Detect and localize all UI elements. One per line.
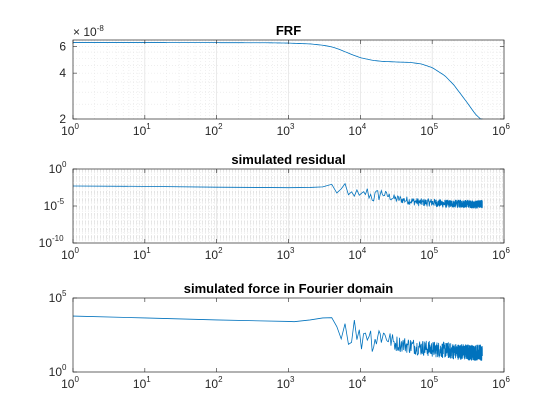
- x-tick-label: 106: [492, 122, 510, 138]
- x-tick-label: 101: [133, 122, 151, 138]
- y-tick-exponent: -10: [52, 234, 64, 243]
- chart-title: simulated residual: [231, 152, 345, 167]
- plot-area: [73, 298, 504, 372]
- grid: [73, 40, 504, 119]
- chart-title: FRF: [276, 23, 301, 38]
- y-tick-exponent: 0: [62, 160, 67, 169]
- y-tick-label: 10: [44, 199, 58, 213]
- x-tick-label: 106: [492, 246, 510, 262]
- x-tick-label: 101: [133, 375, 151, 391]
- y-tick-label: 10: [39, 236, 53, 250]
- x-tick-label: 104: [348, 375, 366, 391]
- y-tick-label: 10: [49, 162, 63, 176]
- y-tick-label: 10: [49, 365, 63, 379]
- x-tick-label: 104: [348, 122, 366, 138]
- x-tick-label: 105: [420, 375, 438, 391]
- x-tick-label: 103: [277, 375, 295, 391]
- chart-1: FRF × 10-8 100 101 102 103 104 105 106 2 4 6: [59, 23, 510, 138]
- x-tick-label: 100: [61, 246, 79, 262]
- y-tick-exponent: 0: [62, 363, 67, 372]
- y-tick-label: 10: [49, 291, 63, 305]
- axis-exponent-label: × 10-8: [73, 24, 104, 39]
- x-tick-label: 103: [277, 122, 295, 138]
- y-tick-label: 4: [59, 66, 66, 80]
- x-tick-label: 102: [205, 122, 223, 138]
- x-tick-label: 105: [420, 122, 438, 138]
- y-tick-label: 6: [59, 39, 66, 53]
- x-tick-label: 106: [492, 375, 510, 391]
- x-tick-label: 100: [61, 122, 79, 138]
- x-tick-label: 102: [205, 246, 223, 262]
- x-tick-label: 101: [133, 246, 151, 262]
- series-line-1: [72, 315, 483, 361]
- y-tick-label: 2: [59, 112, 66, 126]
- y-tick-exponent: -5: [57, 197, 65, 206]
- x-tick-label: 104: [348, 246, 366, 262]
- x-tick-label: 103: [277, 246, 295, 262]
- series-line-1: [72, 182, 483, 209]
- y-tick-exponent: 5: [62, 289, 67, 298]
- chart-title: simulated force in Fourier domain: [184, 281, 394, 296]
- x-tick-label: 102: [205, 375, 223, 391]
- x-tick-label: 105: [420, 246, 438, 262]
- x-tick-label: 100: [61, 375, 79, 391]
- series-line-1: [73, 42, 483, 120]
